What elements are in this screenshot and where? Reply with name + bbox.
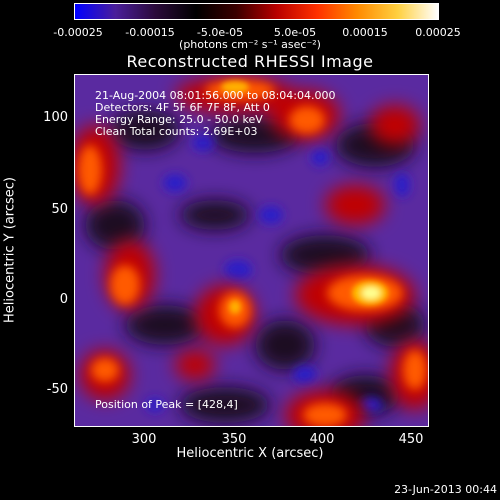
x-tick-label: 400: [309, 432, 335, 447]
colorbar-tick: -0.00025: [53, 26, 103, 39]
detectors-text: Detectors: 4F 5F 6F 7F 8F, Att 0: [95, 101, 270, 114]
colorbar-tick: -0.00015: [125, 26, 175, 39]
y-tick-label: 100: [43, 110, 68, 125]
x-tick-label: 300: [131, 432, 157, 447]
x-axis-label: Heliocentric X (arcsec): [176, 446, 324, 461]
rhessi-image-plot: 21-Aug-2004 08:01:56.000 to 08:04:04.000…: [74, 74, 429, 427]
total-counts-text: Clean Total counts: 2.69E+03: [95, 125, 258, 138]
image-title: Reconstructed RHESSI Image: [126, 52, 374, 71]
peak-position-text: Position of Peak = [428,4]: [95, 398, 238, 411]
y-tick-label: -50: [46, 382, 68, 397]
y-axis-label: Heliocentric Y (arcsec): [2, 177, 18, 323]
x-tick-label: 450: [398, 432, 424, 447]
footer-date: 23-Jun-2013 00:44: [394, 483, 497, 496]
colorbar-tick: 0.00015: [342, 26, 388, 39]
colorbar-tick: -5.0e-05: [196, 26, 244, 39]
time-range-text: 21-Aug-2004 08:01:56.000 to 08:04:04.000: [95, 89, 336, 102]
y-tick-label: 50: [51, 202, 68, 217]
x-tick-label: 350: [221, 432, 247, 447]
y-tick-label: 0: [59, 292, 68, 307]
rhessi-image-map: [75, 75, 428, 426]
colorbar-units: (photons cm⁻² s⁻¹ asec⁻²): [179, 38, 321, 51]
colorbar: [74, 3, 439, 20]
energy-range-text: Energy Range: 25.0 - 50.0 keV: [95, 113, 263, 126]
colorbar-tick: 5.0e-05: [273, 26, 317, 39]
colorbar-tick: 0.00025: [415, 26, 461, 39]
